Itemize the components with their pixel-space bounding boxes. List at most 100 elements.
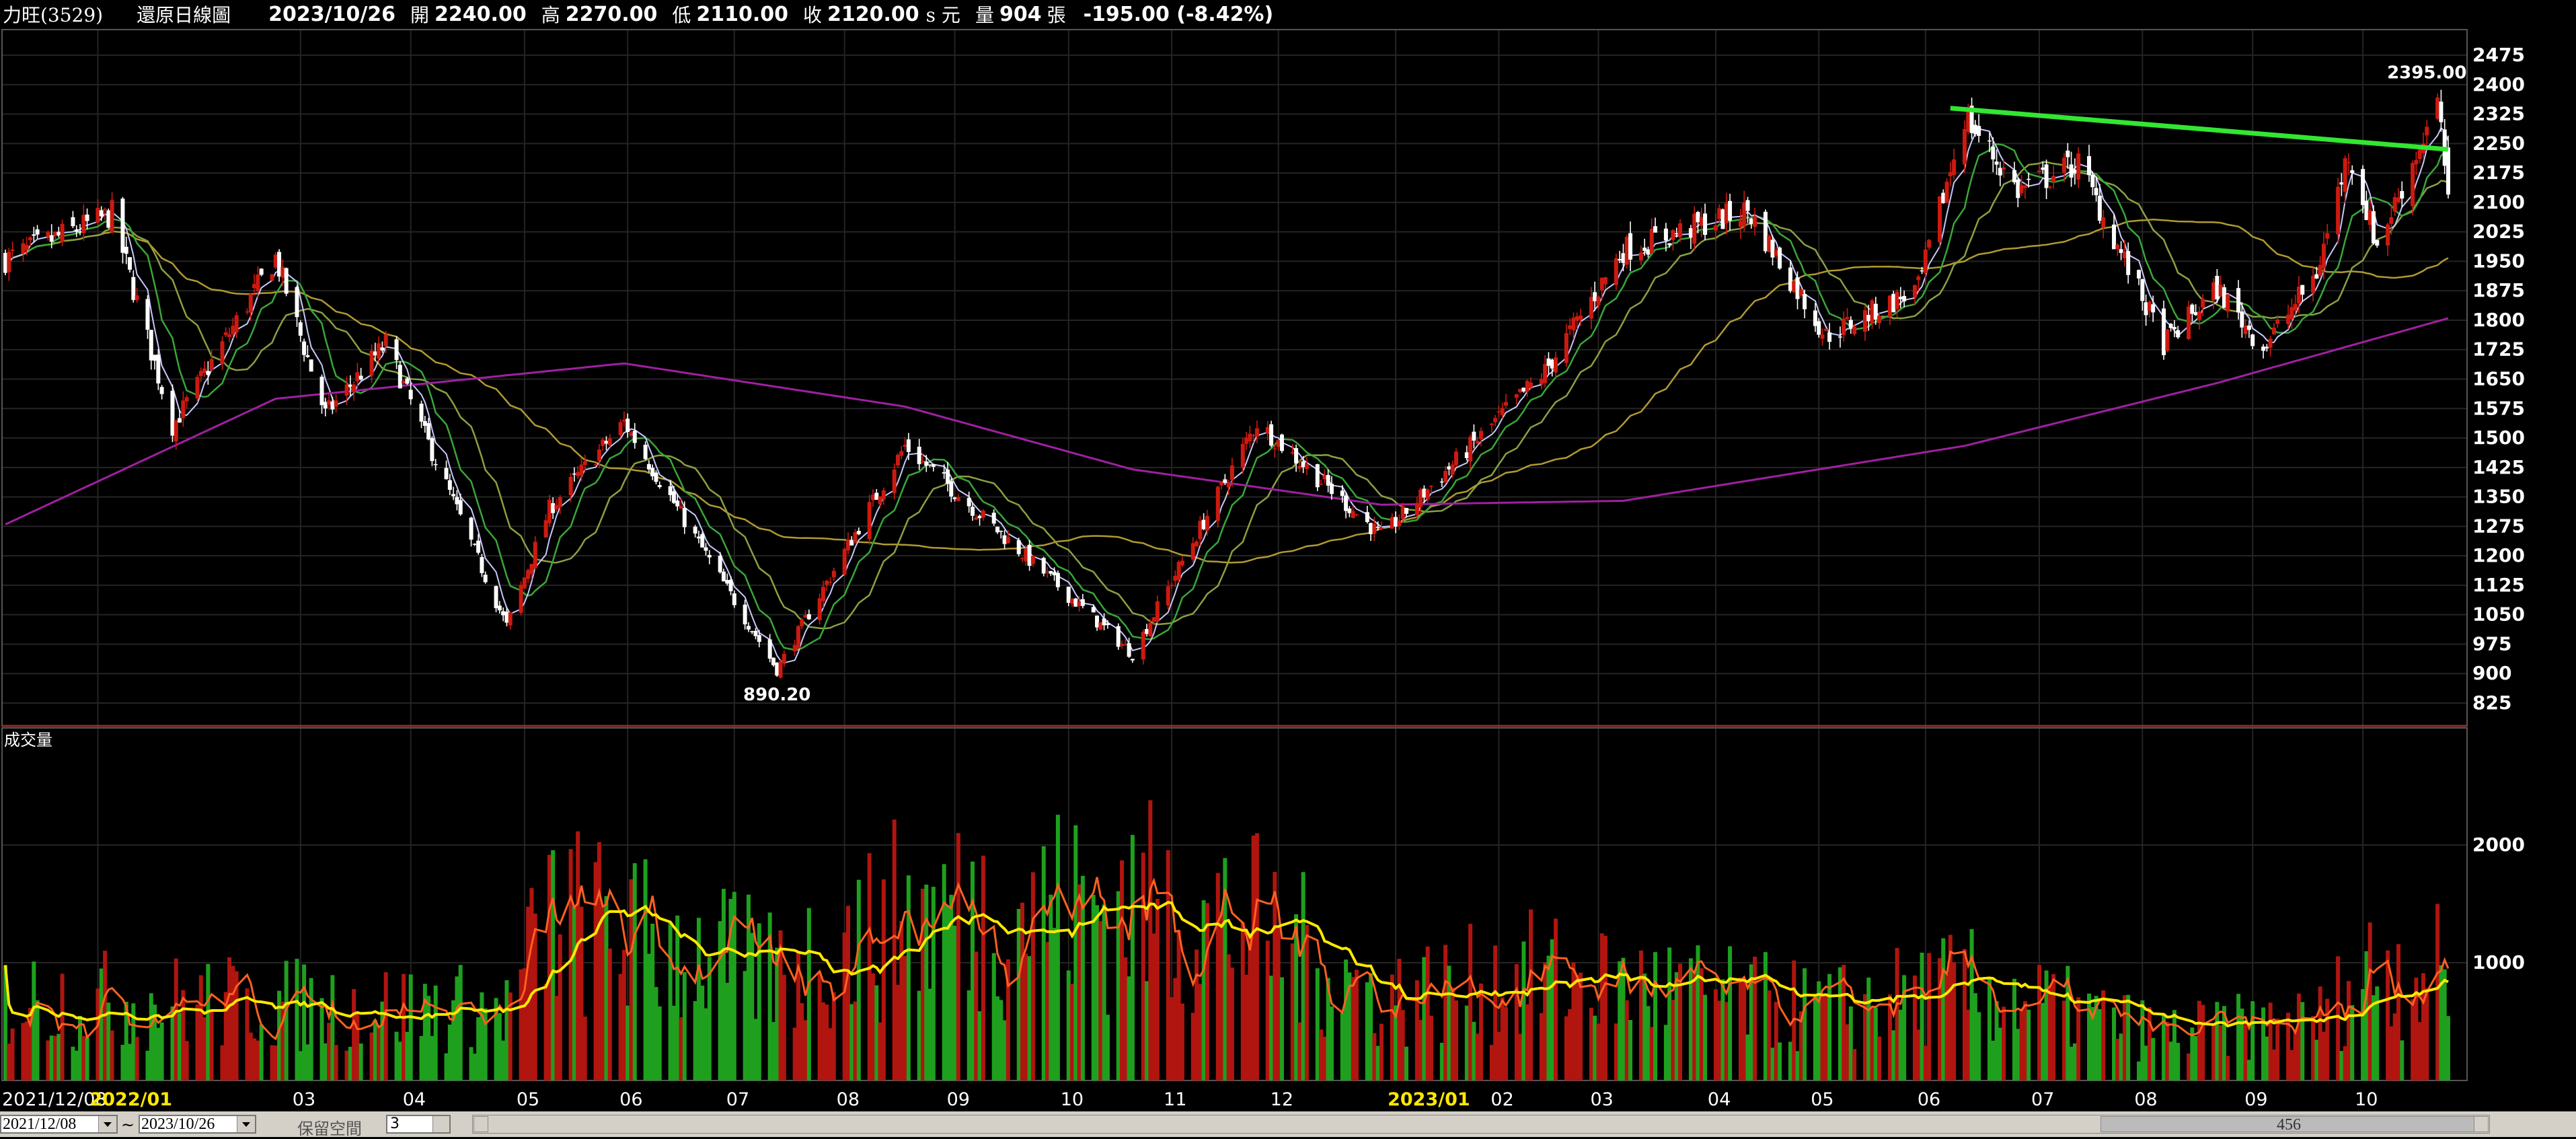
x-tick-label: 08 xyxy=(2134,1089,2157,1110)
volume-bar xyxy=(1603,935,1608,1080)
volume-bar xyxy=(1130,835,1135,1080)
stock-chart[interactable]: 2475 2400 2325 2250 2175 2100 2025 1950 1875 1800… xyxy=(0,0,2576,1111)
volume-bar xyxy=(1638,950,1643,1080)
candle-body xyxy=(803,615,808,618)
candle-body xyxy=(405,378,410,384)
candle-body xyxy=(2275,319,2280,324)
volume-bar xyxy=(280,1001,285,1080)
resistance-trendline[interactable] xyxy=(1950,106,2449,152)
candle-body xyxy=(497,605,502,611)
volume-bar xyxy=(1123,957,1128,1080)
volume-bar xyxy=(472,1054,477,1080)
volume-moving-averages xyxy=(4,877,2450,1041)
candle-body xyxy=(344,384,349,396)
candle-body xyxy=(878,496,882,505)
spin-up-icon[interactable] xyxy=(432,1116,449,1124)
candle-body xyxy=(2012,170,2017,183)
volume-bar xyxy=(1941,938,1946,1080)
candle-body xyxy=(2311,275,2316,293)
candle-body xyxy=(693,526,697,534)
candle-body xyxy=(2211,282,2216,301)
high-annotation: 2395.00 xyxy=(2387,63,2466,83)
start-date-select[interactable]: 2021/12/08 xyxy=(0,1115,118,1134)
candle-body xyxy=(821,587,825,601)
volume-bar xyxy=(394,1031,399,1080)
candle-body xyxy=(522,577,527,589)
close-value: 2120.00 xyxy=(827,2,919,26)
candle-body xyxy=(917,447,921,464)
candle-body xyxy=(1963,128,1967,165)
volume-bar xyxy=(1866,978,1871,1080)
chart-scrollbar[interactable]: 456 xyxy=(472,1115,2490,1134)
candle-body xyxy=(551,503,556,513)
volume-bar xyxy=(220,1045,225,1080)
candle-body xyxy=(558,497,562,507)
y-tick-label: 1425 xyxy=(2472,456,2525,478)
volume-bar xyxy=(842,932,847,1080)
candle-body xyxy=(2051,176,2056,182)
volume-bar xyxy=(2115,1039,2120,1080)
volume-bar xyxy=(1521,941,1526,1080)
candle-body xyxy=(1521,388,1526,392)
candle-body xyxy=(7,252,11,272)
volume-bar xyxy=(956,833,960,1080)
volume-bar xyxy=(1049,894,1053,1080)
candle-body xyxy=(2417,149,2422,159)
candle-body xyxy=(920,460,925,463)
candle-body xyxy=(753,630,758,636)
candle-body xyxy=(2041,168,2045,170)
volume-bar xyxy=(632,863,637,1080)
chevron-down-icon[interactable] xyxy=(98,1116,116,1132)
volume-bar xyxy=(2119,1033,2123,1080)
spin-down-icon[interactable] xyxy=(432,1124,449,1132)
volume-bar xyxy=(497,1013,502,1080)
y-tick-label: 2325 xyxy=(2472,103,2525,125)
volume-bar xyxy=(1170,997,1174,1080)
volume-bar xyxy=(501,1040,506,1080)
volume-bar xyxy=(96,988,100,1080)
volume-bar xyxy=(2211,1025,2216,1080)
volume-bar xyxy=(74,1050,79,1080)
y-tick-label: 1950 xyxy=(2472,250,2525,272)
candle-body xyxy=(2097,195,2102,221)
keep-space-stepper[interactable]: 3 xyxy=(386,1115,451,1134)
candle-body xyxy=(2425,126,2429,136)
candle-body xyxy=(2261,346,2266,351)
candle-body xyxy=(1290,451,1295,454)
volume-bar xyxy=(942,864,946,1080)
candle-body xyxy=(46,231,50,237)
candle-body xyxy=(853,532,858,543)
candle-body xyxy=(302,341,307,355)
volume-bar xyxy=(1663,1025,1668,1080)
volume-bar xyxy=(1030,872,1035,1080)
candle-body xyxy=(1244,437,1249,444)
volume-bar xyxy=(2265,1036,2269,1080)
candle-body xyxy=(2087,156,2092,176)
volume-bar xyxy=(2051,973,2056,1080)
volume-bar xyxy=(1852,1049,1857,1080)
candle-body xyxy=(202,368,207,373)
volume-bar xyxy=(1052,928,1057,1080)
volume-bar xyxy=(906,875,911,1080)
scroll-thumb[interactable]: 456 xyxy=(2100,1116,2477,1133)
volume-bar xyxy=(999,1000,1003,1080)
volume-bar xyxy=(1767,990,1772,1080)
volume-bar xyxy=(1898,1009,1903,1080)
volume-bar xyxy=(2314,1039,2319,1080)
candle-body xyxy=(2026,178,2031,180)
candle-body xyxy=(1130,659,1135,661)
candle-body xyxy=(81,215,86,233)
volume-bar xyxy=(878,1022,882,1080)
scroll-right-icon[interactable] xyxy=(2474,1116,2489,1132)
volume-bar xyxy=(607,948,612,1080)
candle-body xyxy=(2367,210,2372,225)
y-tick-label: 900 xyxy=(2472,662,2511,684)
volume-bar xyxy=(195,1004,200,1080)
volume-bar xyxy=(2122,995,2127,1080)
volume-bar xyxy=(2325,998,2330,1080)
end-date-select[interactable]: 2023/10/26 xyxy=(139,1115,256,1134)
chevron-down-icon[interactable] xyxy=(237,1116,255,1132)
volume-bar xyxy=(1774,1002,1778,1080)
scroll-left-icon[interactable] xyxy=(473,1116,488,1132)
volume-bar xyxy=(1823,994,1828,1080)
